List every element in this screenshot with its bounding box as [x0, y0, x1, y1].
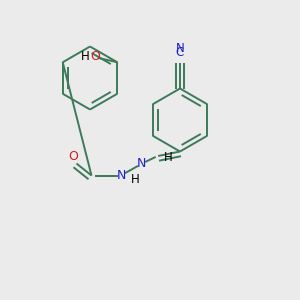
Text: O: O [90, 50, 100, 63]
Text: H: H [164, 151, 173, 164]
Text: N: N [176, 42, 184, 55]
Text: N: N [137, 157, 146, 170]
Text: H: H [81, 50, 90, 63]
Text: O: O [69, 150, 78, 164]
Text: C: C [176, 46, 184, 59]
Text: H: H [130, 172, 140, 186]
Text: N: N [117, 169, 126, 182]
